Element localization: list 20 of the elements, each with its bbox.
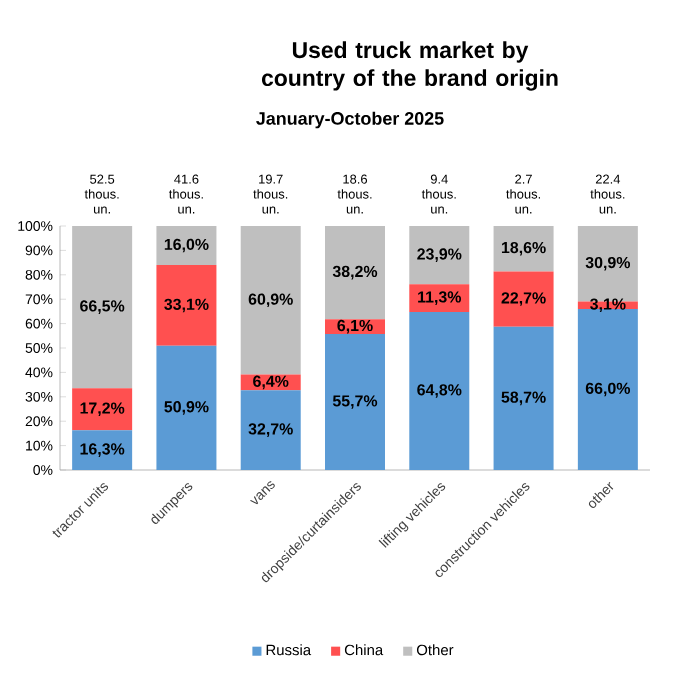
chart-title: Used truck market by country of the brand origin [261, 41, 558, 91]
bar [493, 326, 554, 470]
bar [493, 226, 554, 272]
bar [409, 284, 470, 312]
bar [156, 226, 217, 266]
bar [72, 388, 133, 431]
bar [156, 345, 217, 470]
bar [577, 226, 638, 302]
bar [409, 311, 470, 470]
chart-subtitle: January-October 2025 [256, 111, 444, 129]
bar [240, 390, 301, 470]
bar [493, 271, 554, 327]
bar [325, 226, 385, 320]
bar [577, 308, 638, 470]
bar [72, 226, 133, 389]
bar [72, 430, 133, 470]
bar [156, 265, 217, 346]
bar [325, 334, 385, 470]
bar [240, 226, 301, 375]
bar [409, 226, 470, 285]
